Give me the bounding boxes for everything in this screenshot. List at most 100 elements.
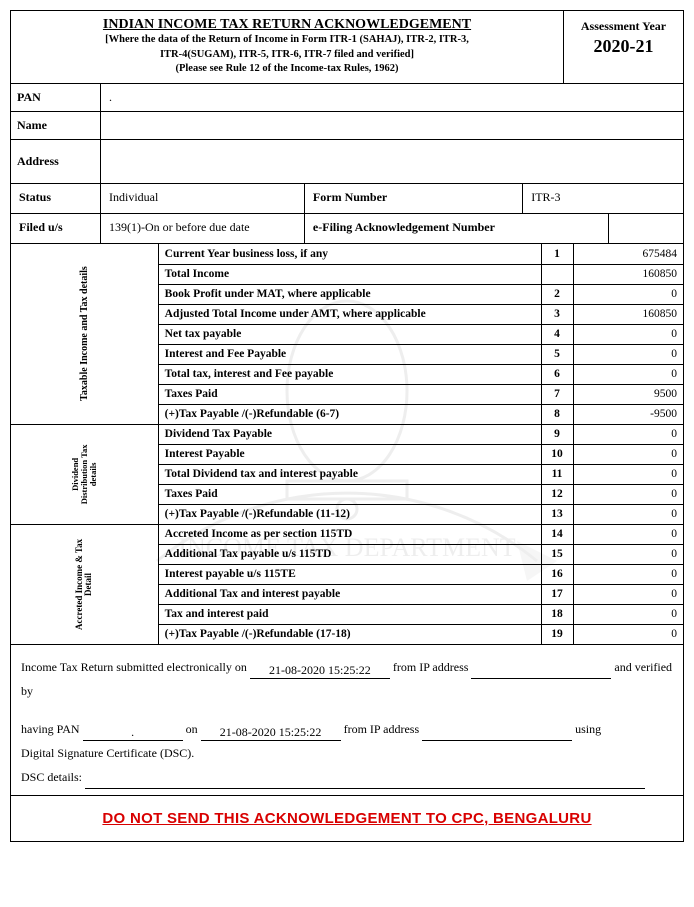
s1-r7-num: 7	[541, 384, 573, 404]
ack-number-label: e-Filing Acknowledgement Number	[305, 214, 610, 243]
details-table: Taxable Income and Tax details Current Y…	[11, 244, 683, 645]
ft-ip2	[422, 740, 572, 741]
pan-value: .	[101, 84, 683, 111]
s3-r5-num: 19	[541, 624, 573, 644]
s2-r0-desc: Dividend Tax Payable	[158, 424, 541, 444]
s1-r1-desc: Total Income	[158, 264, 541, 284]
footer-line-2: having PAN . on 21-08-2020 15:25:22 from…	[21, 717, 673, 741]
s1-r6-num: 6	[541, 364, 573, 384]
s1-r6-desc: Total tax, interest and Fee payable	[158, 364, 541, 384]
name-value	[101, 112, 683, 139]
s2-r0-num: 9	[541, 424, 573, 444]
s2-r0-amt: 0	[573, 424, 683, 444]
s2-r3-num: 12	[541, 484, 573, 504]
s2-r2-num: 11	[541, 464, 573, 484]
form-number-label: Form Number	[305, 184, 523, 213]
footer-block: Income Tax Return submitted electronical…	[11, 645, 683, 795]
filed-row: Filed u/s 139(1)-On or before due date e…	[11, 214, 683, 244]
ft1b: from IP address	[393, 660, 469, 674]
ft-pan2: .	[83, 726, 183, 740]
ft2c: from IP address	[344, 722, 420, 736]
footer-line-1: Income Tax Return submitted electronical…	[21, 655, 673, 703]
s1-r7-desc: Taxes Paid	[158, 384, 541, 404]
header-row: INDIAN INCOME TAX RETURN ACKNOWLEDGEMENT…	[11, 11, 683, 84]
ay-label: Assessment Year	[568, 19, 679, 34]
footer-line-4: DSC details:	[21, 765, 673, 789]
filed-value: 139(1)-On or before due date	[101, 214, 305, 243]
s1-r3-num: 3	[541, 304, 573, 324]
assessment-year-block: Assessment Year 2020-21	[563, 11, 683, 83]
section1-header: Taxable Income and Tax details	[11, 244, 158, 424]
s2-r3-desc: Taxes Paid	[158, 484, 541, 504]
s1-r8-desc: (+)Tax Payable /(-)Refundable (6-7)	[158, 404, 541, 424]
name-row: Name	[11, 112, 683, 140]
s3-r5-desc: (+)Tax Payable /(-)Refundable (17-18)	[158, 624, 541, 644]
form-title: INDIAN INCOME TAX RETURN ACKNOWLEDGEMENT	[41, 17, 533, 33]
ft4: DSC details:	[21, 770, 82, 784]
s1-r4-num: 4	[541, 324, 573, 344]
s1-r5-num: 5	[541, 344, 573, 364]
s1-r4-desc: Net tax payable	[158, 324, 541, 344]
s1-r2-desc: Book Profit under MAT, where applicable	[158, 284, 541, 304]
status-value: Individual	[101, 184, 305, 213]
s2-r2-desc: Total Dividend tax and interest payable	[158, 464, 541, 484]
s3-r2-num: 16	[541, 564, 573, 584]
address-row: Address	[11, 140, 683, 184]
section3-header: Accreted Income & TaxDetail	[11, 524, 158, 644]
section2-header: DividendDistribution Taxdetails	[11, 424, 158, 524]
ay-value: 2020-21	[568, 36, 679, 57]
s1-r7-amt: 9500	[573, 384, 683, 404]
s2-r1-desc: Interest Payable	[158, 444, 541, 464]
s3-r3-amt: 0	[573, 584, 683, 604]
ft-ip1	[471, 678, 611, 679]
s1-r4-amt: 0	[573, 324, 683, 344]
subtitle-1: [Where the data of the Return of Income …	[41, 33, 533, 48]
ft2a: having PAN	[21, 722, 80, 736]
status-label: Status	[11, 184, 101, 213]
s1-r1-amt: 160850	[573, 264, 683, 284]
s1-r5-desc: Interest and Fee Payable	[158, 344, 541, 364]
form-container: INCOME TAX DEPARTMENT INDIAN INCOME TAX …	[10, 10, 684, 842]
s3-r5-amt: 0	[573, 624, 683, 644]
ack-number-value	[609, 214, 683, 243]
pan-label: PAN	[11, 84, 101, 111]
s3-r3-num: 17	[541, 584, 573, 604]
s2-r4-num: 13	[541, 504, 573, 524]
s3-r0-amt: 0	[573, 524, 683, 544]
s1-r8-amt: -9500	[573, 404, 683, 424]
s1-r0-num: 1	[541, 244, 573, 264]
s1-r0-amt: 675484	[573, 244, 683, 264]
ft-date1: 21-08-2020 15:25:22	[250, 664, 390, 678]
s2-r1-amt: 0	[573, 444, 683, 464]
form-number-value: ITR-3	[523, 184, 683, 213]
address-label: Address	[11, 140, 101, 183]
s3-r2-amt: 0	[573, 564, 683, 584]
s3-r4-num: 18	[541, 604, 573, 624]
s3-r4-amt: 0	[573, 604, 683, 624]
ft2b: on	[186, 722, 198, 736]
warning-text: DO NOT SEND THIS ACKNOWLEDGEMENT TO CPC,…	[11, 795, 683, 841]
s1-r2-amt: 0	[573, 284, 683, 304]
s2-r1-num: 10	[541, 444, 573, 464]
s1-r8-num: 8	[541, 404, 573, 424]
s3-r1-desc: Additional Tax payable u/s 115TD	[158, 544, 541, 564]
filed-label: Filed u/s	[11, 214, 101, 243]
ft1a: Income Tax Return submitted electronical…	[21, 660, 247, 674]
s2-r3-amt: 0	[573, 484, 683, 504]
s1-r3-amt: 160850	[573, 304, 683, 324]
s2-r4-amt: 0	[573, 504, 683, 524]
s3-r2-desc: Interest payable u/s 115TE	[158, 564, 541, 584]
subtitle-2: ITR-4(SUGAM), ITR-5, ITR-6, ITR-7 filed …	[41, 48, 533, 63]
s1-r1-num	[541, 264, 573, 284]
s1-r2-num: 2	[541, 284, 573, 304]
s3-r0-num: 14	[541, 524, 573, 544]
address-value	[101, 140, 683, 183]
s3-r0-desc: Accreted Income as per section 115TD	[158, 524, 541, 544]
s3-r3-desc: Additional Tax and interest payable	[158, 584, 541, 604]
s1-r3-desc: Adjusted Total Income under AMT, where a…	[158, 304, 541, 324]
ft-date2: 21-08-2020 15:25:22	[201, 726, 341, 740]
s2-r2-amt: 0	[573, 464, 683, 484]
s3-r1-amt: 0	[573, 544, 683, 564]
s3-r1-num: 15	[541, 544, 573, 564]
s2-r4-desc: (+)Tax Payable /(-)Refundable (11-12)	[158, 504, 541, 524]
